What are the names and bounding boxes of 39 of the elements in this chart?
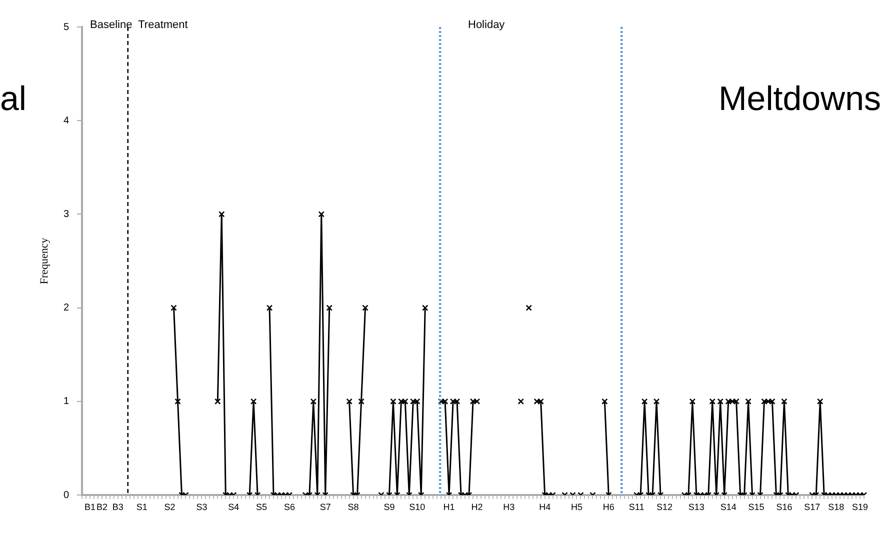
x-tick-label: H6 — [602, 502, 614, 512]
y-axis-title: Frequency — [38, 237, 50, 284]
x-tick-label: S11 — [628, 502, 644, 512]
x-tick-label: S13 — [688, 502, 704, 512]
x-tick-label: H3 — [503, 502, 515, 512]
x-tick-label: S12 — [656, 502, 673, 512]
x-tick-label: S9 — [384, 502, 395, 512]
x-tick-label: S17 — [804, 502, 820, 512]
x-tick-label: S14 — [720, 502, 736, 512]
annotation: Holiday — [468, 19, 505, 31]
x-tick-label: S2 — [164, 502, 176, 512]
y-tick-label: 2 — [63, 302, 70, 314]
y-tick-label: 1 — [63, 396, 70, 408]
x-tick-label: S3 — [196, 502, 208, 512]
text: al — [0, 80, 26, 118]
x-tick-label: S19 — [852, 502, 868, 512]
y-tick-label: 5 — [63, 22, 70, 33]
x-tick-label: H2 — [471, 502, 483, 512]
x-tick-label: S6 — [284, 502, 295, 512]
x-tick-label: B1 — [84, 502, 96, 512]
x-tick-label: S4 — [228, 502, 240, 512]
x-tick-label: S10 — [409, 502, 426, 512]
x-tick-label: H4 — [539, 502, 551, 512]
y-tick-label: 0 — [63, 490, 70, 501]
x-tick-label: S5 — [256, 502, 268, 512]
x-tick-label: H1 — [443, 502, 455, 512]
x-tick-label: S15 — [748, 502, 764, 512]
x-tick-label: H5 — [570, 502, 582, 512]
y-tick-label: 4 — [63, 115, 70, 126]
y-tick-label: 3 — [63, 208, 70, 220]
x-tick-label: S7 — [320, 502, 331, 512]
x-tick-label: S8 — [348, 502, 359, 512]
x-tick-label: S18 — [828, 502, 844, 512]
x-tick-label: B2 — [96, 502, 108, 512]
annotation: Baseline Treatment — [90, 19, 188, 31]
x-tick-label: S16 — [776, 502, 792, 512]
annotation: Meltdowns — [718, 80, 881, 118]
x-tick-label: S1 — [136, 502, 148, 512]
x-tick-label: B3 — [112, 502, 124, 512]
